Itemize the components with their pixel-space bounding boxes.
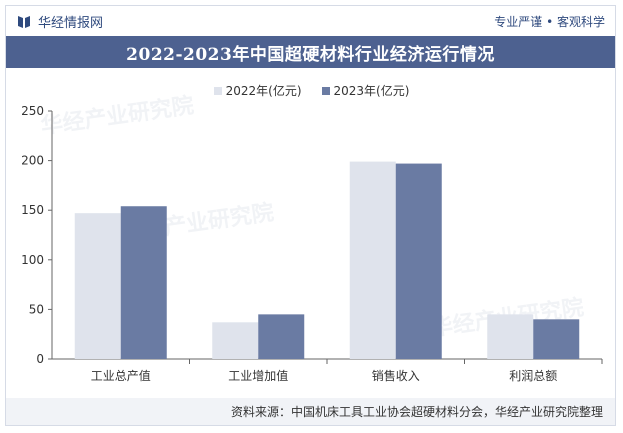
y-tick-label: 100 [21, 253, 44, 267]
legend-swatch-2023 [321, 86, 330, 95]
brand-name: 华经情报网 [38, 16, 104, 31]
footer: 资料来源：中国机床工具工业协会超硬材料分会，华经产业研究院整理 [6, 398, 615, 425]
x-tick-label: 利润总额 [509, 369, 557, 383]
title-bar: 2022-2023年中国超硬材料行业经济运行情况 [6, 36, 615, 68]
y-tick-label: 50 [29, 302, 44, 316]
y-tick-label: 150 [21, 203, 44, 217]
y-tick-label: 250 [21, 104, 44, 118]
bar-2023 [120, 206, 167, 359]
logo-icon [18, 15, 30, 28]
legend: 2022年(亿元) 2023年(亿元) [0, 82, 623, 99]
legend-item-2023: 2023年(亿元) [321, 82, 410, 99]
legend-label-2022: 2022年(亿元) [225, 84, 302, 98]
x-tick-label: 工业增加值 [228, 368, 288, 383]
bar-2022 [74, 213, 121, 359]
legend-item-2022: 2022年(亿元) [213, 82, 302, 99]
bar-2022 [349, 161, 396, 359]
legend-label-2023: 2023年(亿元) [333, 84, 410, 98]
bar-2022 [212, 322, 259, 359]
slogan: 专业严谨 • 客观科学 [494, 15, 605, 29]
chart-title: 2022-2023年中国超硬材料行业经济运行情况 [126, 44, 495, 65]
x-tick-label: 工业总产值 [91, 368, 151, 383]
bar-2023 [258, 314, 305, 359]
brand: 华经情报网 [16, 12, 103, 31]
y-tick-label: 0 [36, 352, 44, 366]
source-note: 资料来源：中国机床工具工业协会超硬材料分会，华经产业研究院整理 [230, 405, 603, 419]
x-tick-label: 销售收入 [372, 368, 420, 383]
legend-swatch-2022 [213, 86, 222, 95]
top-bar: 华经情报网 专业严谨 • 客观科学 [6, 6, 615, 36]
bar-2022 [487, 314, 534, 359]
y-tick-label: 200 [21, 154, 44, 168]
bar-2023 [395, 163, 442, 359]
bar-2023 [533, 319, 580, 359]
